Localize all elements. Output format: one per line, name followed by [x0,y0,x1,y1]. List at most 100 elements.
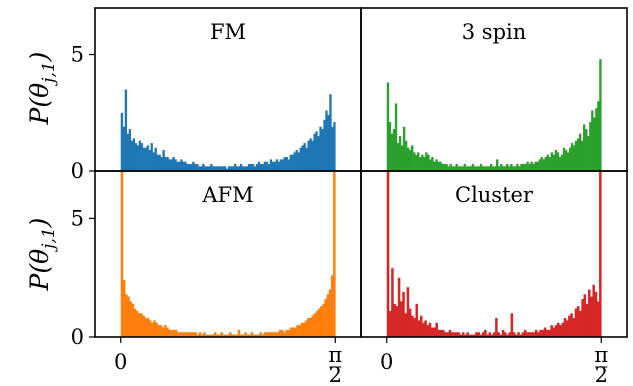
histogram-bar [331,126,334,171]
histogram-bar [213,332,217,337]
panel-2: 3 spin [360,7,628,172]
histogram-bar [156,154,159,171]
histogram-bar [130,140,134,171]
histogram-bar [241,166,245,171]
panel-title: 3 spin [462,20,527,44]
histogram-bar [243,166,247,171]
histogram-bar [153,320,156,337]
histogram-bar [391,268,394,337]
svg-text:2: 2 [329,363,342,386]
histogram-bar [192,161,195,171]
histogram-bar [433,327,436,337]
ylabel-bottom: P(θj,1) [25,218,59,292]
histogram-bar [257,161,261,171]
histogram-bar [172,329,176,337]
histogram-bar [532,332,536,337]
histogram-bar [570,313,573,337]
histogram-bar [459,166,462,171]
histogram-bar [129,301,132,337]
histogram-bar [566,152,570,171]
histogram-bar [576,306,580,337]
histogram-bar [239,334,243,337]
histogram-bar [393,303,396,337]
histogram-bar [135,310,139,337]
histogram-bar [515,334,518,337]
panel-title: FM [210,20,246,44]
histogram-bar [497,332,500,337]
histogram-bar [477,332,480,337]
histogram-bars [386,171,602,337]
histogram-bar [269,159,273,171]
histogram-bar [321,129,324,171]
histogram-bar [528,164,531,171]
histogram-bar [563,318,567,337]
histogram-bar [210,164,213,171]
histogram-bar [328,289,332,337]
histogram-bar [300,322,304,337]
histogram-bar [183,332,187,337]
x-tick-label-pi-half: π2 [594,343,608,386]
histogram-bar [233,334,236,337]
histogram-bar [392,129,396,171]
histogram-bar [396,143,400,171]
histogram-bar [231,166,235,171]
histogram-bar [192,332,195,337]
histogram-bar [423,157,426,171]
histogram-bar [212,166,215,171]
histogram-bar [170,329,174,337]
histogram-bar [446,332,450,337]
histogram-bar [557,322,560,337]
histogram-bar [162,150,165,171]
histogram-bar [164,157,167,171]
histogram-bar [485,166,489,171]
histogram-bar [319,126,322,171]
histogram-bar [138,313,141,337]
histogram-bar [226,334,230,337]
histogram-bar [469,166,473,171]
histogram-bar [430,327,434,337]
histogram-bar [166,157,169,171]
histogram-bar [208,166,211,171]
histogram-bar [597,101,600,171]
histogram-bar [479,334,483,337]
histogram-bars [120,89,336,171]
histogram-bar [543,327,547,337]
histogram-bar [252,334,256,337]
histogram-bar [425,152,428,171]
histogram-bar [486,334,489,337]
histogram-bar [148,320,152,337]
histogram-bar [220,166,223,171]
histogram-bar [581,299,584,337]
histogram-bar [589,122,592,171]
histogram-bar [466,332,469,337]
histogram-bar [140,313,143,337]
histogram-bar [136,145,139,171]
histogram-bar [521,332,525,337]
histogram-bar [124,89,128,171]
histogram-bar [295,150,298,171]
histogram-bar [128,129,132,171]
histogram-bar [592,284,595,337]
histogram-bar [155,322,158,337]
histogram-bar [457,332,461,337]
histogram-bar [146,318,150,337]
histogram-bar [270,332,273,337]
histogram-bar [479,164,483,171]
x-tick-label: 0 [114,350,127,374]
histogram-bar [558,157,562,171]
histogram-bar [307,318,310,337]
histogram-bar [520,164,523,171]
histogram-bar [161,327,165,337]
histogram-bar [388,122,392,171]
panel-4: Cluster 0 π2 [360,170,628,386]
histogram-bar [303,143,306,171]
histogram-bar [522,164,525,171]
histogram-bar [408,308,412,337]
histogram-bar [413,152,416,171]
histogram-bar [157,325,161,337]
histogram-bar [265,161,269,171]
histogram-bar [206,166,209,171]
histogram-bar [127,296,130,337]
histogram-bar [228,166,231,171]
histogram-bar [214,166,217,171]
